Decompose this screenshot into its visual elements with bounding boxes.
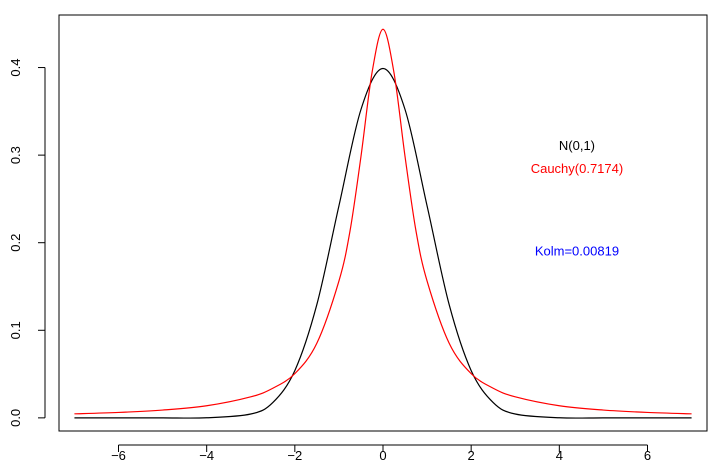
series-line-n-0-1: [74, 67, 692, 419]
plot-frame: [58, 14, 708, 432]
x-axis: −6 −4 −2 0 2 4 6: [111, 444, 651, 463]
y-tick-label: 0.1: [8, 321, 23, 339]
x-tick-label: 2: [468, 448, 475, 463]
annotation-label: Cauchy(0.7174): [531, 161, 624, 176]
series-line-cauchy-0-7174: [74, 28, 692, 415]
x-tick-label: −4: [199, 448, 214, 463]
y-axis: 0.0 0.1 0.2 0.3 0.4: [8, 59, 46, 427]
x-tick-label: 0: [379, 448, 386, 463]
y-tick-label: 0.3: [8, 146, 23, 164]
x-tick-label: 6: [644, 448, 651, 463]
y-tick-label: 0.0: [8, 409, 23, 427]
annotation-layer: N(0,1) Cauchy(0.7174) Kolm=0.00819: [531, 138, 624, 259]
annotation-label: Kolm=0.00819: [535, 243, 619, 258]
x-tick-label: −6: [111, 448, 126, 463]
annotation-label: N(0,1): [559, 138, 595, 153]
y-tick-label: 0.4: [8, 59, 23, 77]
x-tick-label: 4: [556, 448, 563, 463]
series-layer: [74, 28, 692, 419]
y-tick-label: 0.2: [8, 234, 23, 252]
x-tick-label: −2: [287, 448, 302, 463]
